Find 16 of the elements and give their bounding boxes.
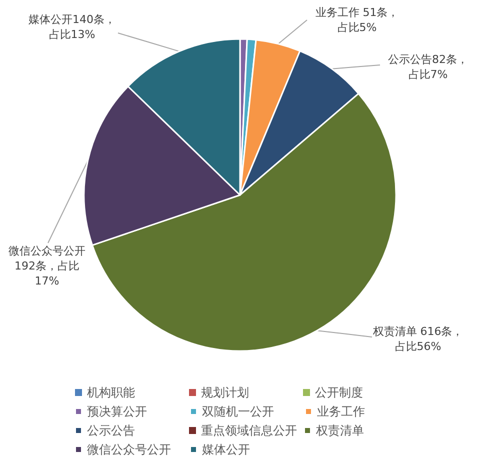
data-label: 微信公众号公开192条，占比17%: [8, 244, 86, 288]
legend-label: 业务工作: [317, 404, 365, 418]
data-label: 业务工作 51条，占比5%: [315, 6, 399, 34]
legend-label: 公示公告: [87, 424, 135, 438]
legend-label: 权责清单: [315, 424, 364, 438]
legend-label: 重点领域信息公开: [201, 424, 297, 438]
legend-label: 机构职能: [87, 386, 135, 400]
legend-label: 公开制度: [315, 386, 363, 400]
legend-label: 微信公众号公开: [87, 442, 171, 456]
data-label: 权责清单 616条，占比56%: [372, 325, 464, 353]
data-label: 媒体公开140条，占比13%: [28, 13, 116, 41]
data-label: 公示公告82条，占比7%: [388, 53, 468, 81]
legend-label: 规划计划: [201, 386, 249, 400]
legend-label: 预决算公开: [87, 404, 147, 418]
legend-label: 媒体公开: [202, 442, 250, 456]
legend-label: 双随机一公开: [202, 404, 274, 418]
